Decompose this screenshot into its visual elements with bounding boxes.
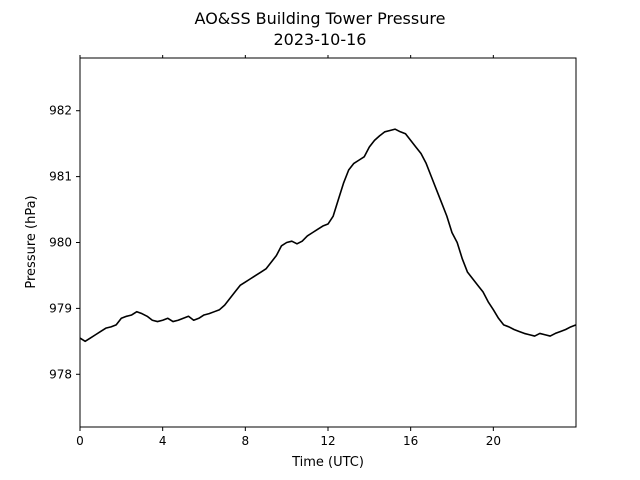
y-axis-label: Pressure (hPa) [24, 195, 39, 288]
x-axis-ticks: 0 4 8 12 16 20 [76, 55, 501, 448]
y-tick-label: 979 [49, 301, 72, 315]
y-tick-label: 981 [49, 170, 72, 184]
x-tick-label: 8 [242, 434, 250, 448]
x-tick-label: 0 [76, 434, 84, 448]
y-tick-label: 978 [49, 367, 72, 381]
y-tick-label: 980 [49, 236, 72, 250]
pressure-line [79, 128, 577, 343]
plot-frame [79, 57, 577, 428]
x-tick-label: 16 [403, 434, 418, 448]
chart-title: AO&SS Building Tower Pressure [195, 9, 446, 28]
x-axis-label: Time (UTC) [291, 455, 364, 470]
chart-subtitle: 2023-10-16 [274, 30, 367, 49]
y-axis-ticks: 978 979 980 981 982 [49, 104, 80, 381]
x-tick-label: 12 [320, 434, 335, 448]
x-tick-label: 4 [159, 434, 167, 448]
x-tick-label: 20 [486, 434, 501, 448]
y-tick-label: 982 [49, 104, 72, 118]
